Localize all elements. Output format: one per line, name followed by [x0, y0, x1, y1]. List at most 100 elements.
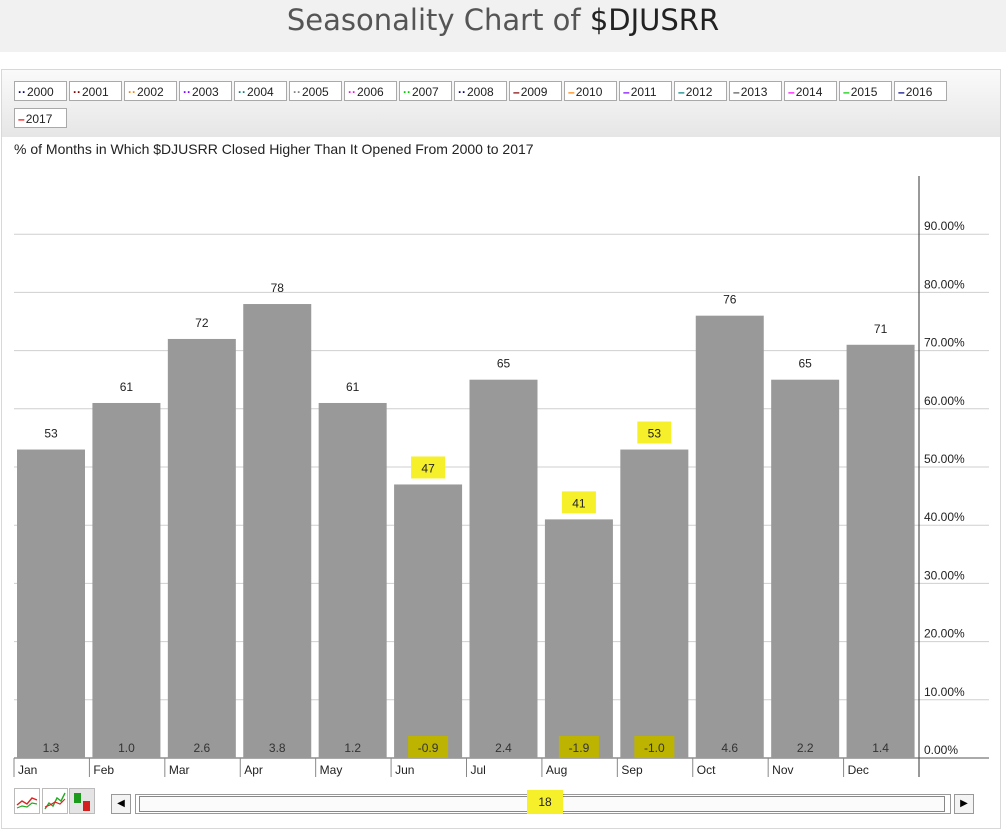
legend-label: 2003 — [192, 85, 219, 99]
arrow-left-icon: ◀ — [117, 798, 125, 809]
bar — [318, 402, 387, 758]
x-tick-label: May — [320, 763, 343, 777]
change-label: -0.9 — [418, 741, 439, 755]
legend-label: 2013 — [740, 85, 768, 99]
y-tick-label: 70.00% — [924, 336, 965, 350]
legend-item[interactable]: ··2001 — [69, 81, 122, 101]
change-label: 1.0 — [118, 741, 135, 755]
legend-item[interactable]: ··2007 — [399, 81, 452, 101]
legend-item[interactable]: –2012 — [674, 81, 727, 101]
bar — [544, 519, 613, 758]
legend-item[interactable]: –2014 — [784, 81, 837, 101]
y-tick-label: 10.00% — [924, 685, 965, 699]
legend-item[interactable]: –2016 — [894, 81, 947, 101]
legend-marker: – — [898, 85, 905, 99]
legend-label: 2009 — [520, 85, 548, 99]
legend-label: 2000 — [27, 85, 54, 99]
title-bar: Seasonality Chart of $DJUSRR — [0, 0, 1006, 52]
legend-marker: – — [513, 85, 520, 99]
value-label: 65 — [798, 357, 812, 371]
legend-marker: ·· — [238, 85, 246, 99]
legend-item[interactable]: ··2000 — [14, 81, 67, 101]
change-label: 2.4 — [495, 741, 512, 755]
legend-label: 2010 — [575, 85, 603, 99]
page-title-symbol: $DJUSRR — [589, 3, 720, 37]
legend-item[interactable]: –2017 — [14, 108, 67, 128]
legend-label: 2001 — [82, 85, 109, 99]
legend-marker: – — [788, 85, 795, 99]
y-tick-label: 40.00% — [924, 510, 965, 524]
legend-marker: – — [18, 112, 25, 126]
y-tick-label: 90.00% — [924, 219, 965, 233]
legend-label: 2014 — [795, 85, 823, 99]
x-tick-label: Dec — [848, 763, 869, 777]
page-title-prefix: Seasonality Chart of — [286, 3, 590, 37]
value-label: 71 — [874, 322, 888, 336]
legend-marker: – — [843, 85, 850, 99]
scroll-right-button[interactable]: ▶ — [954, 794, 974, 814]
value-label: 61 — [346, 380, 360, 394]
chart-subtitle: % of Months in Which $DJUSRR Closed High… — [14, 141, 534, 157]
x-tick-label: Jul — [471, 763, 486, 777]
bar — [695, 315, 764, 758]
legend-item[interactable]: –2013 — [729, 81, 782, 101]
legend-label: 2008 — [467, 85, 494, 99]
legend-label: 2011 — [630, 85, 657, 99]
multi-line-icon — [44, 792, 66, 810]
legend-marker: ·· — [458, 85, 466, 99]
x-tick-label: Jan — [18, 763, 37, 777]
scroll-left-button[interactable]: ◀ — [111, 794, 131, 814]
legend: ··2000 ··2001 ··2002 ··2003 ··2004 ··2005 ··20… — [2, 70, 1000, 137]
change-label: 1.2 — [344, 741, 361, 755]
legend-label: 2012 — [685, 85, 713, 99]
legend-label: 2017 — [25, 112, 53, 126]
legend-label: 2007 — [412, 85, 439, 99]
x-tick-label: Mar — [169, 763, 190, 777]
x-tick-label: Feb — [93, 763, 114, 777]
value-label: 53 — [44, 427, 58, 441]
legend-label: 2016 — [905, 85, 933, 99]
value-label: 76 — [723, 293, 737, 307]
legend-marker: – — [568, 85, 575, 99]
change-label: -1.9 — [569, 741, 590, 755]
legend-item[interactable]: –2015 — [839, 81, 892, 101]
change-label: 2.2 — [797, 741, 814, 755]
legend-label: 2015 — [850, 85, 878, 99]
bar — [620, 449, 689, 758]
value-label: 72 — [195, 316, 209, 330]
arrow-right-icon: ▶ — [960, 798, 968, 809]
y-tick-label: 30.00% — [924, 568, 965, 582]
legend-item[interactable]: ··2002 — [124, 81, 177, 101]
bar — [17, 449, 85, 758]
bar-chart-view-button[interactable] — [69, 788, 95, 814]
legend-item[interactable]: ··2005 — [289, 81, 342, 101]
legend-marker: – — [678, 85, 685, 99]
legend-item[interactable]: ··2006 — [344, 81, 397, 101]
legend-label: 2004 — [247, 85, 274, 99]
bar — [243, 304, 312, 758]
bar — [167, 338, 236, 758]
y-tick-label: 20.00% — [924, 627, 965, 641]
y-tick-label: 60.00% — [924, 394, 965, 408]
legend-label: 2006 — [357, 85, 384, 99]
legend-marker: ·· — [183, 85, 191, 99]
legend-item[interactable]: –2011 — [619, 81, 672, 101]
change-label-highlight — [408, 736, 449, 758]
legend-marker: ·· — [18, 85, 26, 99]
legend-item[interactable]: ··2003 — [179, 81, 232, 101]
legend-item[interactable]: –2009 — [509, 81, 562, 101]
change-label-highlight — [634, 736, 675, 758]
value-label: 53 — [648, 427, 662, 441]
x-tick-label: Jun — [395, 763, 414, 777]
bar-chart-icon — [74, 793, 90, 811]
value-label: 47 — [421, 461, 435, 475]
legend-marker: ·· — [128, 85, 136, 99]
legend-item[interactable]: ··2008 — [454, 81, 507, 101]
multi-line-view-button[interactable] — [42, 788, 68, 814]
legend-item[interactable]: –2010 — [564, 81, 617, 101]
legend-marker: ·· — [293, 85, 301, 99]
legend-item[interactable]: ··2004 — [234, 81, 287, 101]
change-label: 2.6 — [193, 741, 210, 755]
x-tick-label: Sep — [621, 763, 643, 777]
line-chart-view-button[interactable] — [14, 788, 40, 814]
